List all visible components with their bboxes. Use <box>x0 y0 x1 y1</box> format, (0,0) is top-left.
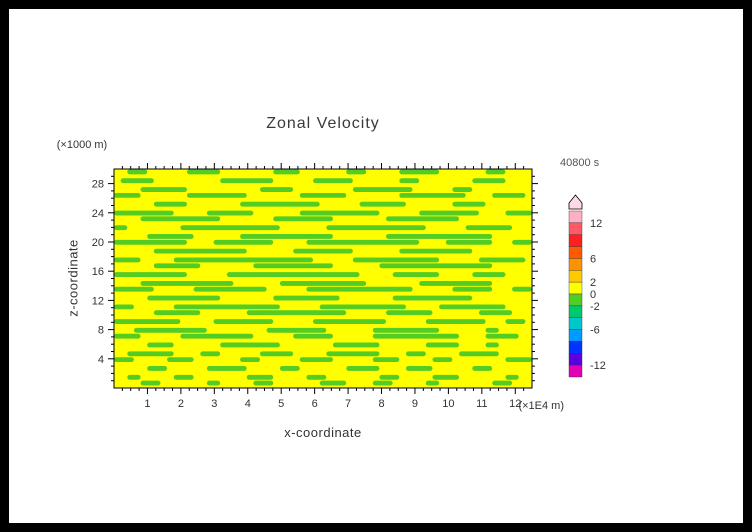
svg-text:16: 16 <box>92 266 104 278</box>
svg-text:-12: -12 <box>590 360 606 372</box>
svg-text:6: 6 <box>312 398 318 410</box>
axis-ticks <box>108 163 538 394</box>
field-bands <box>114 169 532 388</box>
svg-text:0: 0 <box>590 289 596 301</box>
colorbar: 12 6 20-2 -6 -12 <box>568 194 606 378</box>
svg-text:3: 3 <box>211 398 217 410</box>
svg-text:24: 24 <box>92 208 104 220</box>
svg-text:2: 2 <box>590 277 596 289</box>
timestamp-label: 40800 s <box>560 157 600 169</box>
svg-text:11: 11 <box>476 398 487 410</box>
svg-text:9: 9 <box>412 398 418 410</box>
svg-text:10: 10 <box>442 398 454 410</box>
svg-text:12: 12 <box>590 218 602 230</box>
colorbar-arrow-icon <box>568 194 583 210</box>
svg-text:28: 28 <box>92 179 104 191</box>
svg-text:-6: -6 <box>590 325 600 337</box>
x-axis-label: x-coordinate <box>284 425 362 440</box>
svg-text:8: 8 <box>378 398 384 410</box>
svg-text:4: 4 <box>245 398 251 410</box>
svg-text:7: 7 <box>345 398 351 410</box>
svg-text:20: 20 <box>92 237 104 249</box>
svg-text:2: 2 <box>178 398 184 410</box>
svg-text:-2: -2 <box>590 301 600 313</box>
chart-title: Zonal Velocity <box>266 115 380 132</box>
x-axis-unit-label: (×1E4 m) <box>518 400 564 412</box>
svg-text:5: 5 <box>278 398 284 410</box>
z-axis-unit-label: (×1000 m) <box>56 139 108 151</box>
figure-canvas: Zonal Velocity (×1000 m) 40800 s z-coord… <box>9 9 743 523</box>
svg-text:8: 8 <box>98 325 104 337</box>
svg-text:12: 12 <box>92 295 104 307</box>
svg-text:4: 4 <box>98 354 104 366</box>
svg-text:12: 12 <box>509 398 521 410</box>
svg-text:1: 1 <box>144 398 150 410</box>
svg-text:6: 6 <box>590 253 596 265</box>
